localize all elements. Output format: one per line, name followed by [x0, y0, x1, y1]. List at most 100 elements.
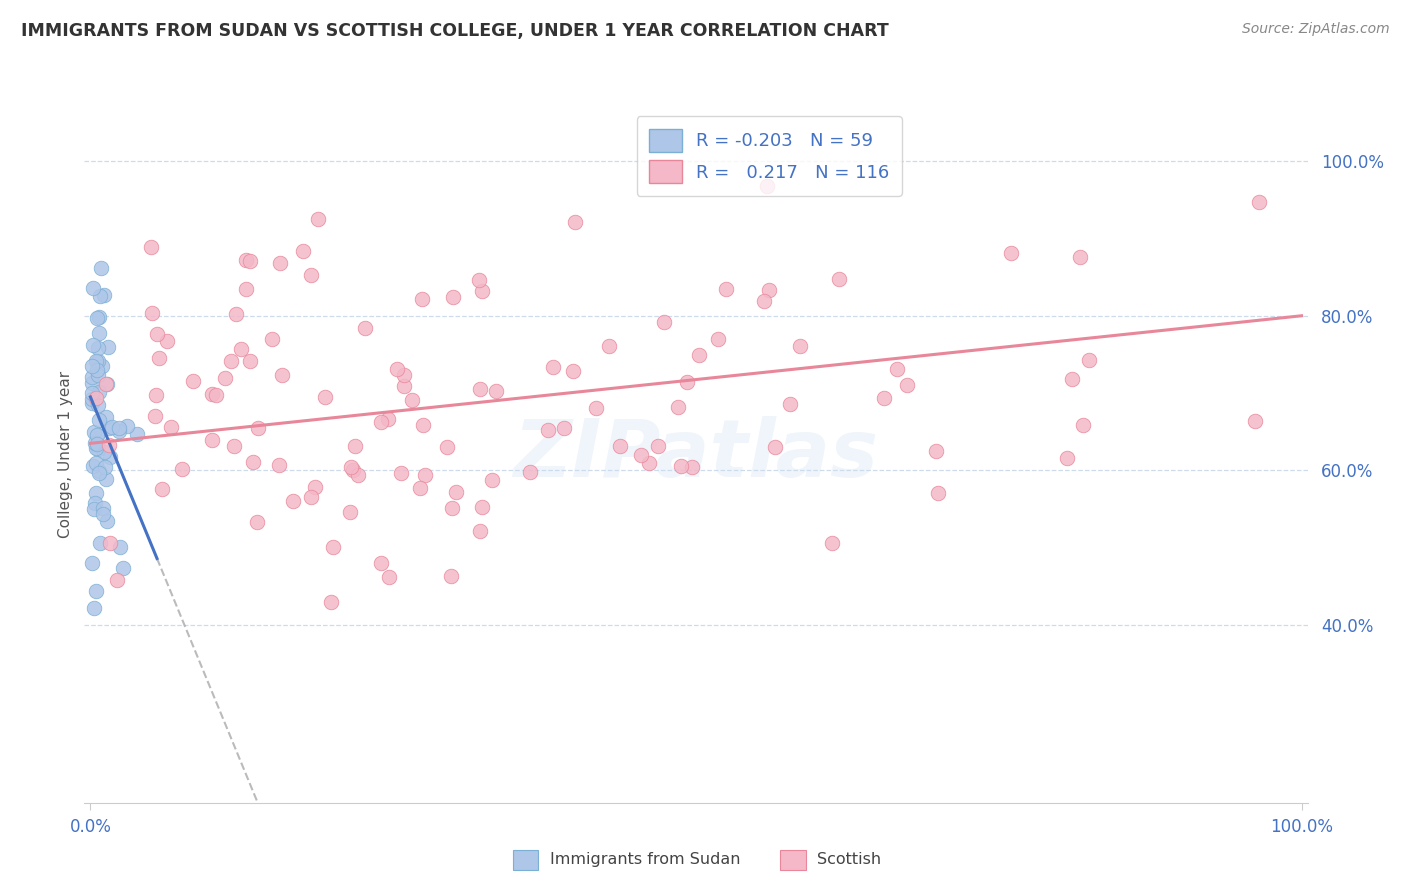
Point	[269, 458, 291, 472]
Point	[89, 289, 111, 303]
Point	[96, 376, 118, 391]
Point	[214, 370, 236, 384]
Text: ZIPatlas: ZIPatlas	[513, 416, 879, 494]
Point	[342, 463, 364, 477]
Point	[83, 601, 105, 615]
Point	[262, 333, 284, 347]
Point	[89, 326, 111, 340]
Point	[86, 437, 108, 451]
Point	[758, 284, 780, 298]
Text: IMMIGRANTS FROM SUDAN VS SCOTTISH COLLEGE, UNDER 1 YEAR CORRELATION CHART: IMMIGRANTS FROM SUDAN VS SCOTTISH COLLEG…	[21, 22, 889, 40]
Point	[468, 382, 491, 396]
Point	[409, 482, 432, 496]
Point	[585, 401, 607, 416]
Point	[925, 443, 948, 458]
Point	[299, 268, 322, 282]
Point	[105, 574, 128, 588]
Point	[346, 467, 368, 482]
Point	[83, 502, 105, 516]
Point	[246, 516, 269, 530]
Point	[666, 400, 689, 414]
Point	[299, 491, 322, 505]
Point	[86, 428, 108, 442]
Point	[86, 428, 108, 442]
Point	[401, 392, 423, 407]
Point	[108, 541, 131, 555]
Point	[93, 500, 115, 515]
Point	[756, 178, 779, 193]
Point	[468, 273, 491, 287]
Point	[87, 398, 110, 412]
Point	[378, 570, 401, 584]
Point	[139, 240, 162, 254]
Point	[111, 560, 134, 574]
Point	[484, 384, 506, 399]
Point	[676, 375, 699, 389]
Point	[97, 421, 120, 435]
Point	[80, 392, 103, 407]
Point	[763, 440, 786, 454]
Point	[271, 368, 294, 382]
Point	[873, 391, 896, 405]
Point	[82, 281, 104, 295]
Point	[201, 387, 224, 401]
Point	[377, 412, 399, 426]
Text: Scottish: Scottish	[817, 853, 882, 867]
Point	[90, 260, 112, 275]
Point	[647, 439, 669, 453]
Point	[80, 386, 103, 401]
Point	[389, 466, 412, 480]
Point	[598, 338, 620, 352]
Point	[94, 459, 117, 474]
Point	[89, 384, 111, 399]
Point	[291, 244, 314, 258]
Point	[1247, 194, 1270, 209]
Point	[86, 442, 108, 456]
Point	[86, 311, 108, 326]
Point	[519, 465, 541, 479]
Y-axis label: College, Under 1 year: College, Under 1 year	[58, 371, 73, 539]
Point	[125, 427, 148, 442]
Point	[235, 253, 257, 268]
Point	[752, 294, 775, 309]
Point	[89, 467, 111, 481]
Legend: R = -0.203   N = 59, R =   0.217   N = 116: R = -0.203 N = 59, R = 0.217 N = 116	[637, 116, 903, 196]
Point	[1078, 352, 1101, 367]
Point	[828, 272, 851, 286]
Point	[235, 282, 257, 296]
Text: Source: ZipAtlas.com: Source: ZipAtlas.com	[1241, 22, 1389, 37]
Point	[714, 282, 737, 296]
Point	[115, 418, 138, 433]
Point	[205, 388, 228, 402]
Point	[148, 351, 170, 365]
Point	[89, 535, 111, 549]
Point	[82, 337, 104, 351]
Point	[246, 421, 269, 435]
Point	[93, 445, 115, 459]
Point	[564, 215, 586, 229]
Point	[82, 370, 104, 384]
Point	[681, 459, 703, 474]
Point	[87, 310, 110, 325]
Point	[98, 450, 121, 464]
Point	[314, 390, 336, 404]
Point	[97, 340, 120, 354]
Point	[242, 455, 264, 469]
Point	[219, 354, 242, 368]
Point	[84, 354, 107, 368]
Point	[91, 508, 114, 522]
Point	[1244, 414, 1267, 428]
Point	[101, 419, 124, 434]
Point	[156, 334, 179, 348]
Point	[471, 284, 494, 298]
Point	[87, 341, 110, 355]
Point	[896, 377, 918, 392]
Point	[108, 424, 131, 438]
Point	[1071, 418, 1094, 433]
Point	[553, 421, 575, 435]
Point	[354, 321, 377, 335]
Point	[779, 396, 801, 410]
Point	[638, 456, 661, 470]
Point	[160, 420, 183, 434]
Point	[87, 413, 110, 427]
